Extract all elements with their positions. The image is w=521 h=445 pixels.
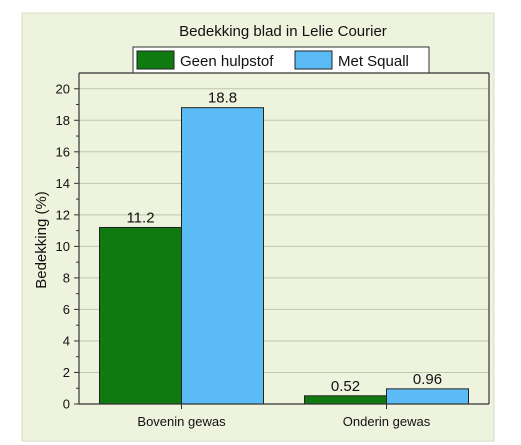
y-tick-label: 2: [63, 365, 70, 380]
y-tick-label: 18: [56, 113, 70, 128]
x-tick-label-onderin-gewas: Onderin gewas: [343, 414, 431, 429]
bars: 11.2 18.8 0.52 0.96: [99, 90, 469, 405]
legend-swatch-met-squall: [294, 50, 333, 70]
data-label-met-squall-onderin-gewas: 0.96: [413, 371, 442, 388]
y-tick-label: 6: [63, 302, 70, 317]
legend-label-geen-hulpstof: Geen hulpstof: [180, 53, 274, 70]
data-label-met-squall-bovenin-gewas: 18.8: [208, 90, 237, 107]
y-tick-label: 0: [63, 397, 70, 412]
data-label-geen-hulpstof-bovenin-gewas: 11.2: [126, 209, 154, 226]
y-tick-label: 16: [56, 144, 70, 159]
legend: Geen hulpstof Met Squall: [132, 46, 430, 74]
bar-met-squall-onderin-gewas: [386, 388, 469, 405]
y-tick-label: 20: [56, 81, 70, 96]
legend-swatch-geen-hulpstof: [136, 50, 175, 70]
data-label-geen-hulpstof-onderin-gewas: 0.52: [331, 378, 360, 395]
bar-geen-hulpstof-bovenin-gewas: [99, 226, 182, 405]
bar-geen-hulpstof-onderin-gewas: [304, 395, 387, 405]
x-tick-label-bovenin-gewas: Bovenin gewas: [137, 414, 226, 429]
chart-title: Bedekking blad in Lelie Courier: [179, 23, 387, 40]
legend-label-met-squall: Met Squall: [338, 53, 409, 70]
y-tick-label: 10: [56, 239, 70, 254]
legend-box: [132, 46, 430, 74]
y-axis-ticks: 0 2 4 6 8 10 12 14 16 18 20: [56, 81, 79, 412]
y-tick-label: 12: [56, 207, 70, 222]
y-tick-label: 8: [63, 270, 70, 285]
bar-met-squall-bovenin-gewas: [181, 107, 264, 405]
y-axis-label: Bedekking (%): [33, 191, 50, 289]
y-tick-label: 4: [63, 333, 70, 348]
y-tick-label: 14: [56, 176, 70, 191]
x-axis-ticks: Bovenin gewas Onderin gewas: [137, 404, 431, 429]
